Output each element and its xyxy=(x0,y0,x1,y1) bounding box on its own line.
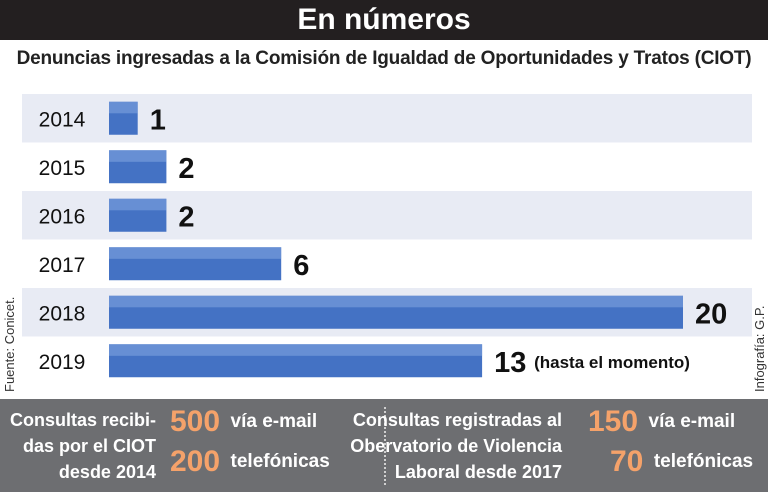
footer-right-line: Obervatorio de Violencia xyxy=(350,436,562,456)
footer-right-line: Laboral desde 2017 xyxy=(394,462,562,482)
y-tick-label: 2015 xyxy=(39,157,86,180)
stat-label: vía e-mail xyxy=(648,411,736,432)
footer-left-line: desde 2014 xyxy=(58,462,156,482)
footer-separator xyxy=(384,407,386,485)
bar-highlight xyxy=(109,295,683,308)
stat-value: 70 xyxy=(610,445,644,478)
footer-left-line: Consultas recibi- xyxy=(9,410,156,430)
data-label: 20 xyxy=(695,298,727,330)
stat-label: telefónicas xyxy=(653,451,754,472)
footer-right-block: Consultas registradas al Obervatorio de … xyxy=(350,405,768,487)
footer-left-description: Consultas recibi- das por el CIOT desde … xyxy=(10,407,156,485)
credit-note: Infografía: G.P. xyxy=(752,305,767,392)
bar-highlight xyxy=(109,101,138,114)
bar-chart: 2014 1 2015 2 2016 2 2017 6 2018 20 2019 13 (hasta e… xyxy=(22,94,752,379)
footer-right-line: Consultas registradas al xyxy=(352,410,562,430)
source-note: Fuente: Conicet. xyxy=(2,296,17,392)
y-tick-label: 2019 xyxy=(39,351,86,374)
stat-label: telefónicas xyxy=(230,451,330,472)
row-band xyxy=(22,94,752,143)
footer-right-stat-email: 150 vía e-mail xyxy=(588,405,735,439)
footer-left-block: Consultas recibi- das por el CIOT desde … xyxy=(0,405,384,487)
footer-panel: Consultas recibi- das por el CIOT desde … xyxy=(0,399,768,492)
stat-value: 150 xyxy=(588,405,639,438)
footer-left-line: das por el CIOT xyxy=(22,436,156,456)
bar-highlight xyxy=(109,198,167,211)
data-label: 2 xyxy=(178,201,194,233)
footer-right-description: Consultas registradas al Obervatorio de … xyxy=(350,407,562,485)
bar-highlight xyxy=(109,344,483,356)
footer-left-stat-phone: 200 telefónicas xyxy=(170,445,330,479)
footer-left-stat-email: 500 vía e-mail xyxy=(170,405,317,439)
header-bar: En números xyxy=(0,0,768,40)
chart-subtitle: Denuncias ingresadas a la Comisión de Ig… xyxy=(16,48,752,69)
page-title: En números xyxy=(297,3,471,36)
data-label: 2 xyxy=(178,153,194,185)
data-label: 13 xyxy=(494,347,526,379)
y-tick-label: 2018 xyxy=(39,302,86,325)
bar-highlight xyxy=(109,150,167,162)
stat-value: 500 xyxy=(170,405,221,438)
bar-highlight xyxy=(109,247,282,259)
bar-annotation: (hasta el momento) xyxy=(534,353,690,372)
y-tick-label: 2016 xyxy=(39,205,86,228)
y-tick-label: 2014 xyxy=(39,108,86,131)
y-tick-label: 2017 xyxy=(39,254,86,277)
data-label: 6 xyxy=(293,250,309,282)
stat-value: 200 xyxy=(170,445,221,478)
data-label: 1 xyxy=(150,104,166,136)
stat-label: vía e-mail xyxy=(230,411,318,432)
footer-right-stat-phone: 70 telefónicas xyxy=(610,445,753,479)
